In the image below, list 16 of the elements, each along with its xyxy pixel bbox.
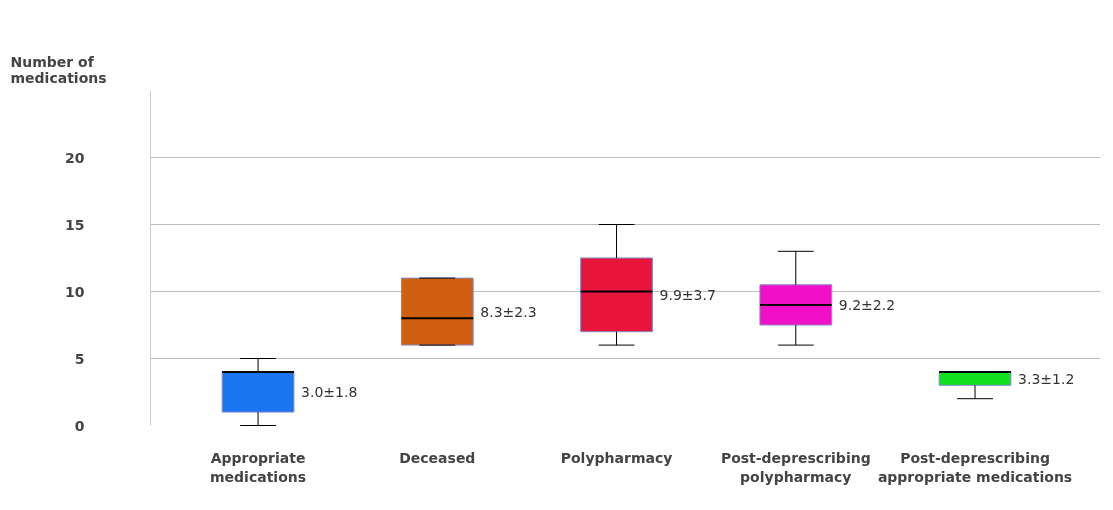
x-tick-label: Appropriate medications [210, 449, 307, 485]
y-axis-title: Number of medications [10, 53, 107, 86]
x-tick-label: Polypharmacy [560, 449, 673, 466]
x-tick-label: Post-deprescribing appropriate medications [877, 449, 1073, 485]
y-tick-label: 20 [65, 149, 85, 166]
y-tick-label: 0 [74, 417, 85, 434]
x-tick-label: Post-deprescribing polypharmacy [720, 449, 871, 485]
annotation: 9.2±2.2 [838, 296, 896, 313]
annotation: 9.9±3.7 [659, 286, 716, 303]
annotation: 3.3±1.2 [1018, 370, 1075, 387]
y-tick-label: 5 [74, 350, 85, 367]
annotation: 8.3±2.3 [480, 303, 537, 320]
x-tick-label: Deceased [399, 449, 476, 466]
y-tick-label: 10 [65, 283, 85, 300]
annotation: 3.0±1.8 [301, 384, 358, 400]
y-tick-label: 15 [65, 216, 85, 233]
